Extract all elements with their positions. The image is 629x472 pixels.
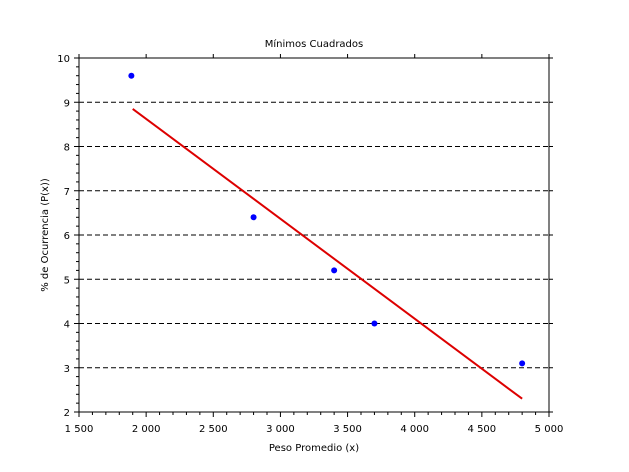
data-point xyxy=(250,214,257,221)
y-tick-label: 2 xyxy=(64,408,70,419)
x-tick-label: 1 500 xyxy=(65,424,94,435)
x-axis-ticks: 1 500 2 000 2 500 3 000 3 500 4 000 4 500 5 000 xyxy=(65,54,564,435)
y-axis-ticks: 2 3 4 5 6 7 8 9 10 xyxy=(57,54,553,419)
chart-title: Mínimos Cuadrados xyxy=(265,38,363,50)
y-tick-label: 9 xyxy=(64,98,70,109)
y-tick-label: 7 xyxy=(64,187,70,198)
x-tick-label: 5 000 xyxy=(535,424,564,435)
x-tick-label: 4 000 xyxy=(400,424,429,435)
data-point xyxy=(331,267,338,274)
data-point xyxy=(371,320,378,327)
y-tick-label: 8 xyxy=(64,143,70,154)
y-tick-label: 3 xyxy=(64,364,70,375)
grid-lines xyxy=(79,101,549,369)
y-tick-label: 4 xyxy=(64,320,70,331)
data-point xyxy=(519,360,526,367)
fit-line-group xyxy=(132,108,523,400)
data-point xyxy=(128,72,135,79)
x-tick-label: 3 000 xyxy=(266,424,295,435)
x-tick-label: 4 500 xyxy=(468,424,497,435)
fit-line xyxy=(132,108,523,400)
data-points xyxy=(128,72,526,367)
x-tick-label: 2 000 xyxy=(132,424,161,435)
x-axis-label: Peso Promedio (x) xyxy=(269,443,359,454)
x-tick-label: 3 500 xyxy=(333,424,362,435)
y-tick-label: 5 xyxy=(64,275,70,286)
y-axis-label: % de Ocurrencia (P(x)) xyxy=(40,178,51,292)
y-tick-label: 10 xyxy=(57,54,70,65)
y-tick-label: 6 xyxy=(64,231,70,242)
x-tick-label: 2 500 xyxy=(199,424,228,435)
